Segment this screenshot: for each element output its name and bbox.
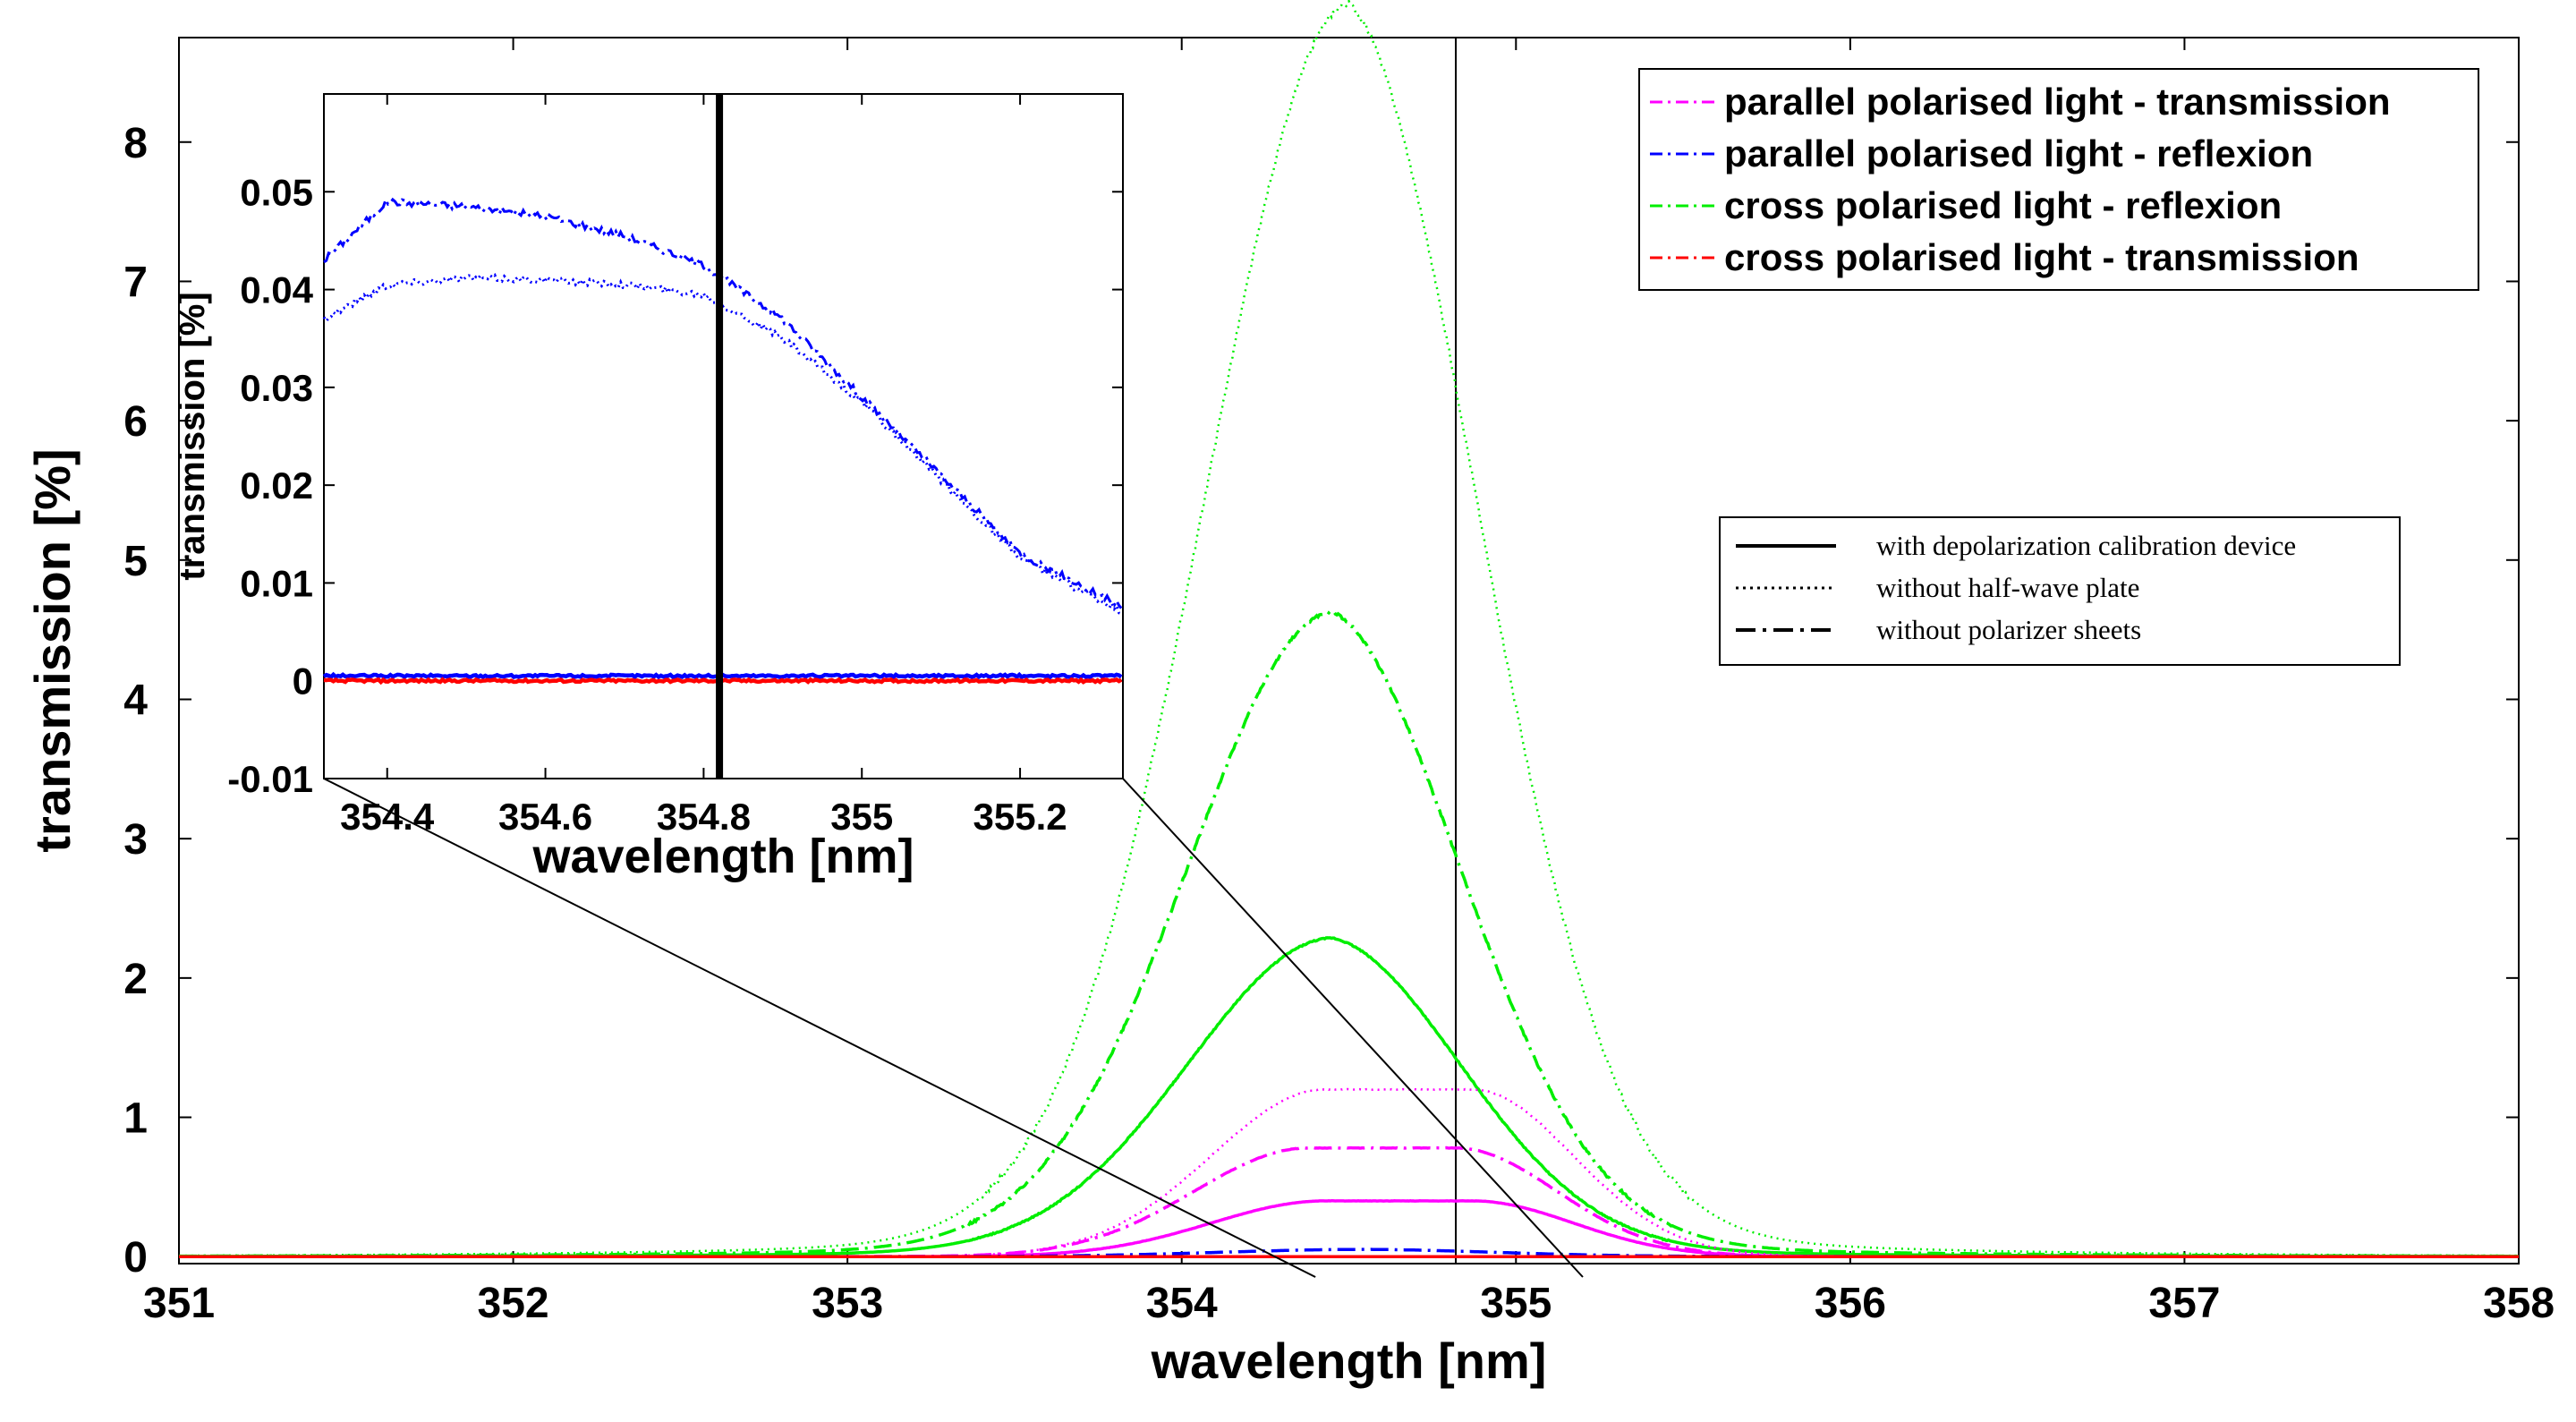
inset-x-tick-label: 354.4 bbox=[340, 796, 435, 838]
color-legend-label: parallel polarised light - transmission bbox=[1724, 81, 2391, 123]
inset-plot: 354.4 354.6 354.8 355 355.2 -0.01 0 0.01 0.02 0.0… bbox=[173, 93, 1584, 1278]
y-tick-label: 5 bbox=[123, 538, 148, 585]
legend: parallel polarised light - transmission p… bbox=[1638, 68, 2479, 666]
y-tick-label: 3 bbox=[123, 816, 148, 864]
inset-y-tick-label: 0.02 bbox=[240, 464, 313, 507]
x-tick-label: 357 bbox=[2148, 1280, 2220, 1327]
series-line bbox=[179, 936, 2520, 1258]
inset-x-axis-label: wavelength [nm] bbox=[531, 830, 914, 883]
main-plot: 351 352 353 354 355 356 357 358 0 1 2 3 4 5 6 7 8 wavelen… bbox=[24, 0, 2555, 1389]
inset-x-tick-label: 354.6 bbox=[498, 796, 592, 838]
series-line bbox=[179, 0, 2519, 1257]
y-tick-label: 8 bbox=[123, 120, 148, 167]
inset-x-tick-label: 355.2 bbox=[973, 796, 1067, 838]
series-line bbox=[179, 1087, 2519, 1258]
inset-y-axis-label: transmission [%] bbox=[173, 292, 212, 580]
x-tick-label: 355 bbox=[1480, 1280, 1552, 1327]
y-axis-label: transmission [%] bbox=[24, 448, 81, 852]
x-tick-label: 356 bbox=[1815, 1280, 1886, 1327]
plot-frame bbox=[178, 37, 2520, 1264]
color-legend-label: cross polarised light - transmission bbox=[1724, 236, 2359, 278]
y-tick-label: 4 bbox=[123, 677, 148, 724]
style-legend-label: with depolarization calibration device bbox=[1876, 530, 2296, 561]
y-tick-label: 1 bbox=[123, 1095, 148, 1143]
color-legend-label: cross polarised light - reflexion bbox=[1724, 184, 2282, 226]
x-tick-label: 351 bbox=[143, 1280, 215, 1327]
inset-x-tick-label: 355 bbox=[830, 796, 893, 838]
inset-x-tick-label: 354.8 bbox=[657, 796, 751, 838]
y-tick-label: 2 bbox=[123, 956, 148, 1003]
style-legend-label: without polarizer sheets bbox=[1876, 614, 2141, 645]
inset-y-tick-label: 0.05 bbox=[240, 171, 313, 213]
inset-y-tick-label: -0.01 bbox=[227, 758, 313, 800]
x-tick-label: 353 bbox=[812, 1280, 883, 1327]
y-tick-label: 6 bbox=[123, 398, 148, 446]
color-legend-box bbox=[1638, 68, 2479, 291]
zoom-connector-left bbox=[323, 778, 1316, 1278]
y-tick-label: 0 bbox=[123, 1234, 148, 1282]
style-legend-box bbox=[1719, 516, 2401, 666]
zoom-connector-right bbox=[1122, 778, 1584, 1278]
color-legend-label: parallel polarised light - reflexion bbox=[1724, 132, 2313, 175]
inset-y-tick-label: 0.04 bbox=[240, 269, 313, 311]
x-tick-label: 352 bbox=[478, 1280, 549, 1327]
style-legend-label: without half-wave plate bbox=[1876, 572, 2139, 603]
inset-y-tick-label: 0 bbox=[293, 660, 313, 702]
y-tick-label: 7 bbox=[123, 259, 148, 306]
inset-y-tick-label: 0.01 bbox=[240, 562, 313, 604]
x-axis-label: wavelength [nm] bbox=[1151, 1333, 1547, 1389]
inset-y-tick-label: 0.03 bbox=[240, 367, 313, 409]
inset-series-line bbox=[323, 196, 1123, 609]
x-tick-label: 354 bbox=[1146, 1280, 1218, 1327]
x-tick-label: 358 bbox=[2483, 1280, 2555, 1327]
